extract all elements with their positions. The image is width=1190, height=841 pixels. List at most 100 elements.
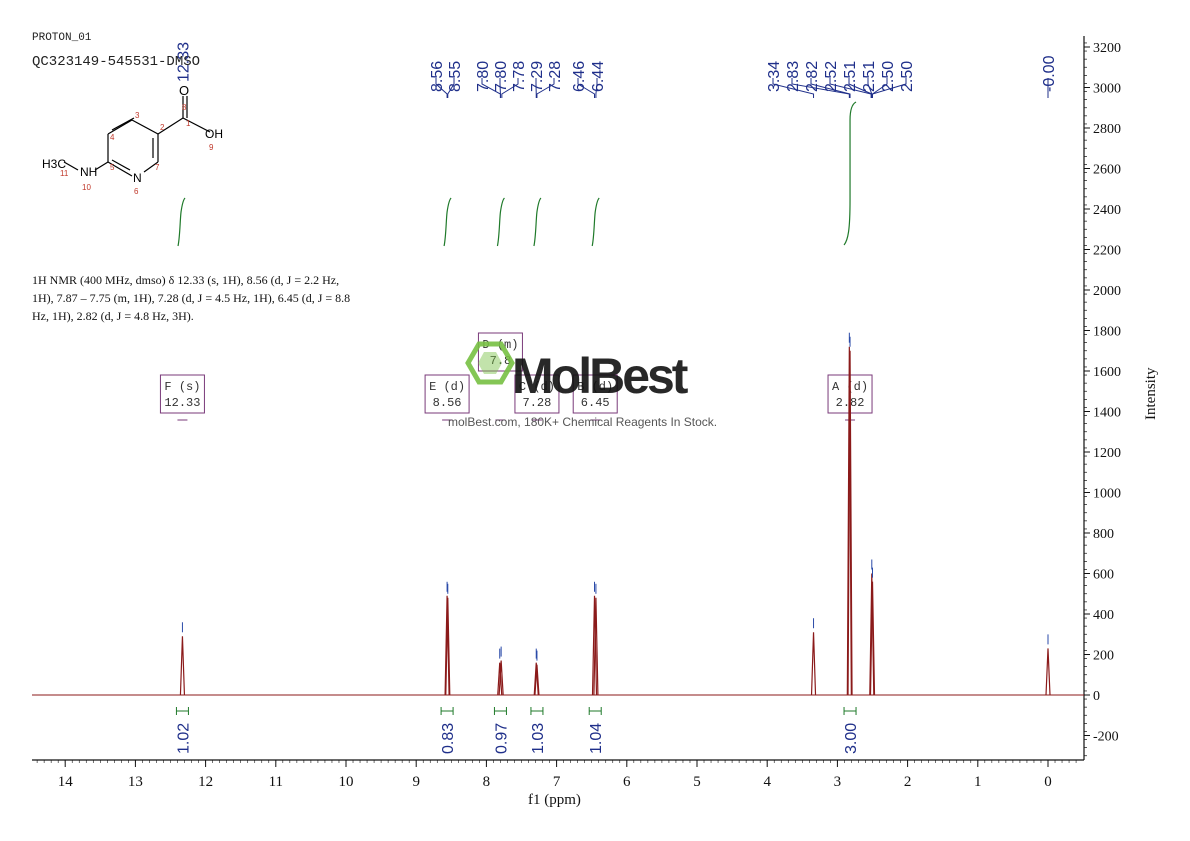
peak-label: 7.78 [511,61,528,92]
x-tick-label: 1 [974,774,982,790]
multiplet-shift: 8.56 [433,396,462,410]
atom-number-8: 8 [182,103,187,112]
x-tick-label: 11 [269,774,283,790]
x-tick-label: 13 [128,774,143,790]
integral-curves [177,101,857,247]
spectrum-peak [810,632,817,696]
y-tick-label: 2200 [1093,244,1121,259]
multiplet-box [424,374,470,414]
spectrum-peak [593,597,599,696]
molbest-logo-icon [465,341,515,385]
spectrum-peak [1045,648,1051,696]
x-tick-label: 6 [623,774,631,790]
peak-label: 2.82 [804,61,821,92]
peak-label: 7.28 [547,61,564,92]
multiplet-shift: 7.28 [523,396,552,410]
y-tick-label: 200 [1093,649,1114,664]
atom-number-7: 7 [155,163,160,172]
spectrum-peak [869,573,875,696]
spectrum-peak [847,350,853,696]
peak-label: 2.51 [842,61,859,92]
atom-number-5: 5 [110,163,115,172]
peak-label: 8.56 [429,61,446,92]
axes: -200020040060080010001200140016001800200… [32,36,1121,790]
x-tick-label: 4 [763,774,771,790]
integral-curve [591,197,600,247]
peak-label-leader [829,78,872,98]
x-tick-label: 2 [904,774,912,790]
integral-value: 0.97 [493,723,510,754]
x-tick-label: 12 [198,774,213,790]
spectrum-peak [445,597,451,696]
peak-label: 3.34 [766,61,783,92]
y-tick-label: 600 [1093,568,1114,583]
y-tick-label: 800 [1093,527,1114,542]
spectrum-peak [444,595,450,696]
x-tick-label: 14 [58,774,74,790]
peak-label: 2.83 [785,61,802,92]
atom-o: O [179,83,189,98]
integral-curve [533,197,542,247]
multiplet-box [572,374,618,414]
atom-number-4: 4 [110,133,115,142]
nmr-description-line-2: 1H), 7.87 – 7.75 (m, 1H), 7.28 (d, J = 4… [32,291,350,305]
integral-curve [177,197,186,247]
atom-number-11: 11 [60,169,69,178]
integral-curve [443,197,452,247]
x-axis-label: f1 (ppm) [528,792,581,808]
peak-label-leader [536,78,555,98]
multiplet-box [159,374,205,414]
y-tick-label: 3000 [1093,82,1121,97]
integral-value: 1.03 [530,723,547,754]
spectrum-peak [498,660,504,696]
watermark-tagline: molBest.com, 180K+ Chemical Reagents In … [448,415,717,429]
atom-number-1: 1 [186,119,191,128]
spectrum-peak [497,662,503,696]
y-tick-label: 1800 [1093,325,1121,340]
multiplet-label: B (d) [577,380,613,394]
peak-labels: 8.56 8.55 7.80 7.80 7.78 7.29 7.28 6.46 6.44 3.34… [175,42,1058,98]
sample-name: QC323149-545531-DMSO [32,54,200,70]
peak-label: 2.50 [899,61,916,92]
peak-label-leader [872,78,907,98]
integral-values: 1.02 0.83 0.97 1.03 1.04 3.00 [175,707,860,754]
watermark: MolBest molBest.com, 180K+ Chemical Reag… [448,341,717,429]
atom-number-10: 10 [82,183,91,192]
multiplet-label: C (d) [519,380,555,394]
integral-value: 3.00 [843,723,860,754]
x-tick-label: 9 [412,774,420,790]
multiplet-shift: 7.8 [490,354,512,368]
integral-value: 1.04 [588,723,605,754]
peak-label-leader [595,78,598,98]
peak-label-leader [435,78,448,98]
peak-label-leader [447,78,455,98]
spectrum-peak [179,636,186,696]
atom-h3c: H3C [42,157,66,171]
peak-label-leader [867,78,873,98]
y-tick-label: 400 [1093,608,1114,623]
spectrum-peak [591,595,598,696]
peak-label-leader [791,78,850,98]
spectrum-peak [846,346,852,696]
atom-n: N [133,171,142,185]
spectrum-peak [534,664,540,696]
peak-label-leader [577,78,596,98]
integral-curve [496,197,505,247]
multiplet-label: E (d) [429,380,465,394]
nmr-description-line-1: 1H NMR (400 MHz, dmso) δ 12.33 (s, 1H), … [32,273,339,287]
multiplet-box [477,332,523,372]
peak-label: 7.29 [529,61,546,92]
atom-number-3: 3 [135,111,140,120]
multiplet-label: F (s) [164,380,200,394]
y-tick-label: 1000 [1093,487,1121,502]
watermark-brand: MolBest [512,348,689,404]
atom-oh: OH [205,127,223,141]
peak-label: -0.00 [1041,55,1058,92]
y-tick-label: -200 [1093,730,1119,745]
y-tick-label: 1600 [1093,365,1121,380]
atom-number-9: 9 [209,143,214,152]
x-tick-label: 5 [693,774,701,790]
peak-label-12-33: 12.33 [175,42,192,82]
integral-value: 1.02 [175,723,192,754]
x-tick-label: 10 [339,774,354,790]
